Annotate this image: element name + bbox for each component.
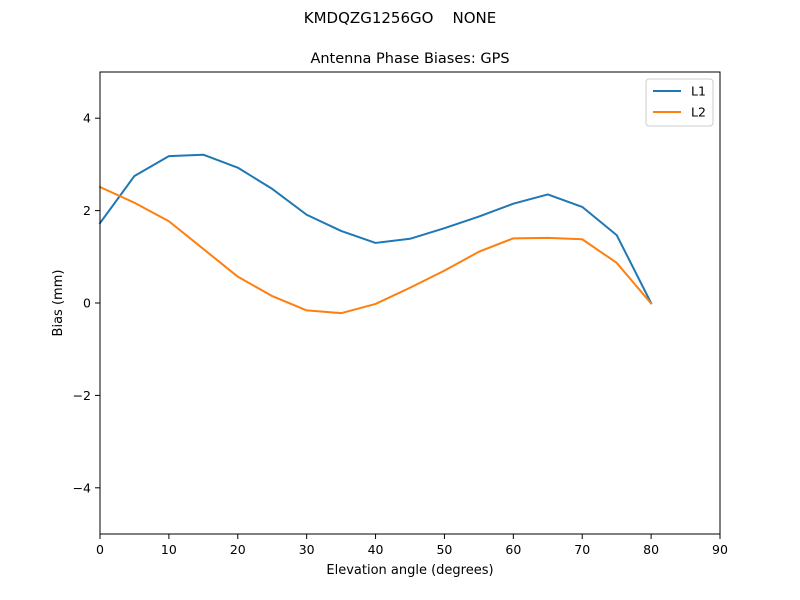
x-tick-label: 60 — [505, 542, 521, 557]
legend-label-l1: L1 — [691, 84, 706, 99]
y-tick-label: −2 — [73, 388, 91, 403]
x-tick-label: 10 — [161, 542, 177, 557]
x-tick-label: 40 — [368, 542, 384, 557]
series-line-l2 — [98, 185, 653, 315]
x-axis-label: Elevation angle (degrees) — [326, 563, 493, 578]
y-tick-label: 2 — [83, 203, 91, 218]
series-lines — [98, 153, 653, 315]
x-axis: 0 10 20 30 40 50 60 70 80 90 — [96, 534, 728, 557]
x-tick-label: 90 — [712, 542, 728, 557]
y-tick-label: 4 — [83, 111, 91, 126]
chart-suptitle: KMDQZG1256GO NONE — [304, 9, 496, 27]
x-tick-label: 20 — [230, 542, 246, 557]
y-tick-label: −4 — [73, 480, 91, 495]
legend-label-l2: L2 — [691, 105, 706, 120]
x-tick-label: 50 — [436, 542, 452, 557]
x-tick-label: 30 — [299, 542, 315, 557]
y-tick-label: 0 — [83, 296, 91, 311]
x-tick-label: 70 — [574, 542, 590, 557]
y-axis: −4 −2 0 2 4 — [73, 111, 100, 495]
x-tick-label: 0 — [96, 542, 104, 557]
chart-title: Antenna Phase Biases: GPS — [310, 51, 509, 67]
x-tick-label: 80 — [643, 542, 659, 557]
y-axis-label: Bias (mm) — [51, 270, 66, 337]
plot-area — [100, 72, 720, 534]
series-line-l1 — [98, 153, 653, 305]
